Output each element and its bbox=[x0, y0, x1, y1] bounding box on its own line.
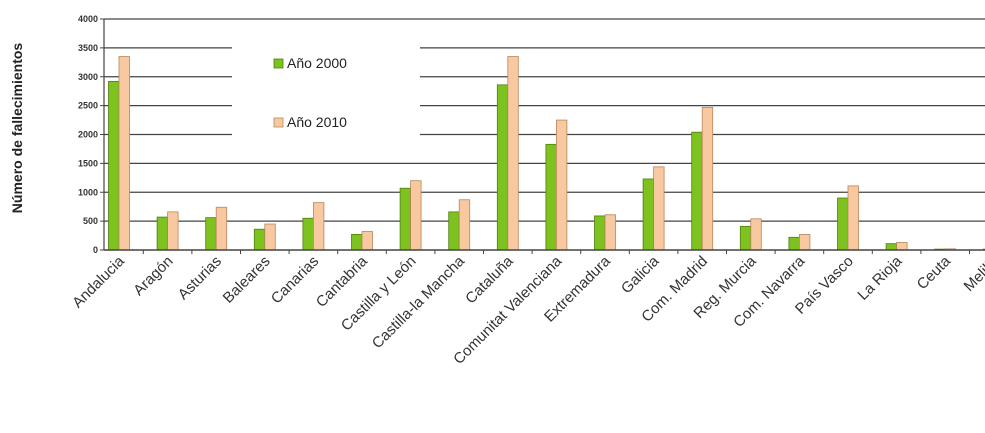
bar-ano-2010-1 bbox=[168, 212, 179, 250]
bar-ano-2000-10 bbox=[595, 216, 606, 250]
x-tick-label: Aragón bbox=[130, 253, 176, 299]
legend-swatch bbox=[274, 118, 283, 127]
bar-ano-2010-7 bbox=[459, 200, 470, 250]
x-tick-label: Andalucia bbox=[69, 252, 128, 311]
y-axis-ticks: 0 500 1000 1500 2000 2500 3000 3500 4000 bbox=[78, 14, 104, 255]
bar-ano-2010-6 bbox=[411, 181, 422, 250]
bar-ano-2000-14 bbox=[789, 237, 800, 250]
bar-ano-2000-4 bbox=[303, 218, 314, 250]
x-tick-label: Castilla-la Mancha bbox=[369, 252, 469, 352]
bar-ano-2010-3 bbox=[265, 224, 276, 250]
bar-ano-2000-1 bbox=[157, 217, 168, 250]
bar-ano-2010-10 bbox=[605, 215, 616, 250]
x-tick-label: Baleares bbox=[220, 253, 274, 307]
y-tick-label: 2000 bbox=[78, 130, 98, 140]
y-tick-label: 0 bbox=[93, 245, 98, 255]
x-tick-label: Ceuta bbox=[914, 252, 955, 293]
bar-ano-2000-12 bbox=[692, 132, 703, 250]
y-tick-label: 4000 bbox=[78, 14, 98, 24]
bar-ano-2010-14 bbox=[799, 234, 810, 250]
bar-ano-2000-15 bbox=[838, 198, 849, 250]
y-axis-label: Número de fallecimientos bbox=[9, 43, 25, 214]
bar-ano-2000-2 bbox=[206, 218, 217, 250]
bar-ano-2000-0 bbox=[109, 81, 120, 250]
bar-ano-2000-7 bbox=[449, 212, 460, 250]
y-tick-label: 3000 bbox=[78, 72, 98, 82]
bar-ano-2010-12 bbox=[702, 107, 713, 250]
bar-ano-2000-6 bbox=[400, 188, 411, 250]
bar-ano-2000-5 bbox=[352, 234, 363, 250]
bar-ano-2000-11 bbox=[643, 179, 654, 250]
legend: Año 2000 Año 2010 bbox=[274, 55, 347, 130]
x-tick-label: Melilla bbox=[961, 252, 985, 295]
y-tick-label: 1000 bbox=[78, 187, 98, 197]
y-tick-label: 2500 bbox=[78, 101, 98, 111]
y-tick-label: 3500 bbox=[78, 43, 98, 53]
bar-ano-2000-9 bbox=[546, 144, 557, 250]
legend-swatch bbox=[274, 59, 283, 68]
bar-ano-2010-2 bbox=[216, 207, 227, 250]
bar-ano-2010-15 bbox=[848, 186, 859, 250]
bar-ano-2010-9 bbox=[556, 120, 567, 250]
bar-ano-2010-5 bbox=[362, 232, 373, 250]
legend-label: Año 2000 bbox=[287, 55, 347, 71]
bar-ano-2000-16 bbox=[886, 244, 897, 250]
x-tick-label: Asturias bbox=[175, 253, 225, 303]
legend-label: Año 2010 bbox=[287, 114, 347, 130]
x-tick-label: Galicia bbox=[618, 252, 663, 297]
y-tick-label: 1500 bbox=[78, 158, 98, 168]
bar-ano-2010-11 bbox=[654, 167, 665, 250]
bar-ano-2010-4 bbox=[313, 203, 324, 250]
x-tick-label: La Rioja bbox=[854, 252, 905, 303]
bar-ano-2000-8 bbox=[497, 85, 508, 250]
bar-ano-2010-0 bbox=[119, 57, 130, 250]
bar-ano-2010-13 bbox=[751, 219, 762, 250]
bar-ano-2010-16 bbox=[897, 242, 908, 250]
y-tick-label: 500 bbox=[83, 216, 98, 226]
bar-ano-2000-3 bbox=[254, 229, 264, 250]
bar-ano-2010-8 bbox=[508, 57, 519, 250]
bar-ano-2000-13 bbox=[740, 226, 751, 250]
